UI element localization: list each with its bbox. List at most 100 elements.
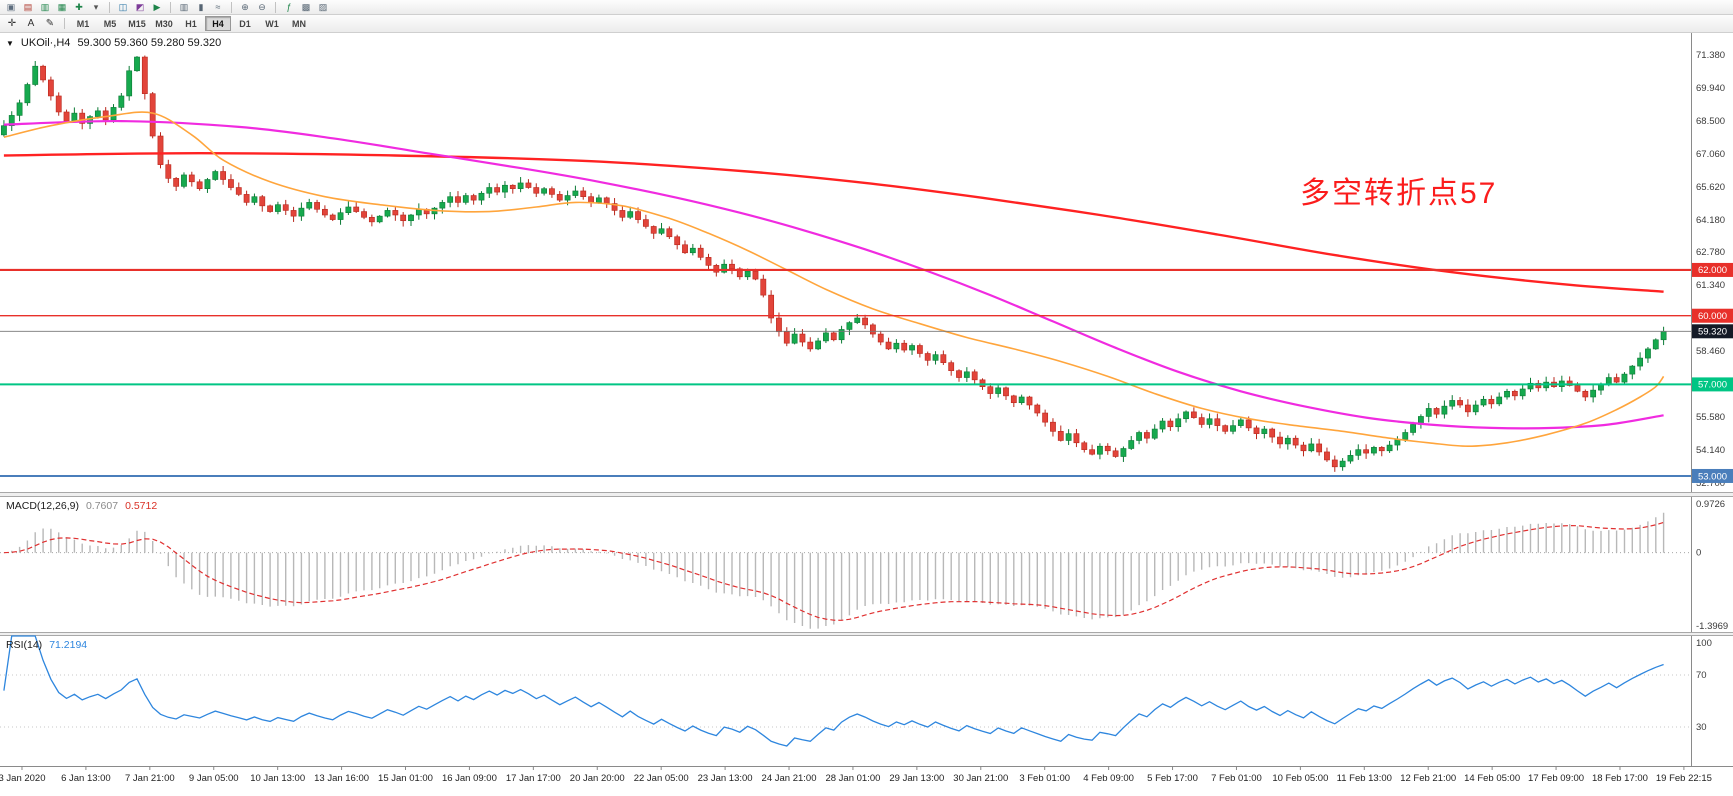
svg-text:4 Feb 09:00: 4 Feb 09:00	[1083, 773, 1134, 784]
svg-text:17 Jan 17:00: 17 Jan 17:00	[506, 773, 561, 784]
pane-separator[interactable]	[0, 492, 1733, 497]
data-window-icon[interactable]: ▥	[37, 1, 53, 14]
timeframe-toolbar: ✛ A ✎ M1 M5 M15 M30 H1 H4 D1 W1 MN	[0, 15, 1733, 33]
macd-name: MACD(12,26,9)	[6, 500, 79, 512]
svg-text:12 Feb 21:00: 12 Feb 21:00	[1400, 773, 1456, 784]
bid-price-badge: 59.320	[1692, 324, 1733, 339]
auto-trading-icon[interactable]: ▶	[149, 1, 165, 14]
rsi-line	[3, 635, 1664, 747]
svg-text:70: 70	[1696, 670, 1707, 681]
candles-layer	[1, 55, 1667, 472]
indicators-icon[interactable]: ƒ	[281, 1, 297, 14]
price-badge-53.000: 53.000	[1692, 468, 1733, 483]
svg-text:3 Feb 01:00: 3 Feb 01:00	[1019, 773, 1070, 784]
zoom-out-icon[interactable]: ⊖	[254, 1, 270, 14]
timeframe-m15-button[interactable]: M15	[124, 16, 150, 31]
timeframe-h1-button[interactable]: H1	[178, 16, 204, 31]
svg-text:7 Feb 01:00: 7 Feb 01:00	[1211, 773, 1262, 784]
timeframe-m30-button[interactable]: M30	[151, 16, 177, 31]
chart-annotation-text: 多空转折点57	[1300, 177, 1498, 210]
svg-text:52.700: 52.700	[1696, 478, 1725, 489]
timeframe-mn-button[interactable]: MN	[286, 16, 312, 31]
svg-text:-1.3969: -1.3969	[1696, 621, 1728, 632]
toolbar-separator	[109, 1, 110, 13]
svg-text:23 Jan 13:00: 23 Jan 13:00	[698, 773, 753, 784]
macd-histogram	[11, 512, 1665, 629]
svg-text:68.500: 68.500	[1696, 116, 1725, 127]
toolbar-separator	[170, 1, 171, 13]
svg-text:0: 0	[1696, 548, 1701, 559]
templates-icon[interactable]: ▨	[315, 1, 331, 14]
svg-text:6 Jan 13:00: 6 Jan 13:00	[61, 773, 111, 784]
navigator-icon[interactable]: ▦	[54, 1, 70, 14]
macd-signal-value: 0.5712	[125, 500, 158, 512]
rsi-indicator-label: RSI(14) 71.2194	[6, 639, 87, 651]
ma-fast-orange	[3, 111, 1665, 448]
svg-text:5 Feb 17:00: 5 Feb 17:00	[1147, 773, 1198, 784]
svg-text:22 Jan 05:00: 22 Jan 05:00	[634, 773, 689, 784]
price-badge-62.000: 62.000	[1692, 262, 1733, 277]
ohlc-quote-label: 59.300 59.360 59.280 59.320	[77, 37, 222, 49]
svg-text:29 Jan 13:00: 29 Jan 13:00	[889, 773, 944, 784]
svg-text:71.380: 71.380	[1696, 50, 1725, 61]
rsi-value: 71.2194	[49, 639, 88, 651]
svg-text:15 Jan 01:00: 15 Jan 01:00	[378, 773, 433, 784]
time-axis[interactable]: 3 Jan 2020 6 Jan 13:00 7 Jan 21:00 9 Jan 05…	[0, 766, 1712, 784]
expert-advisors-icon[interactable]: ◩	[132, 1, 148, 14]
svg-text:3 Jan 2020: 3 Jan 2020	[0, 773, 45, 784]
timeframe-m1-button[interactable]: M1	[70, 16, 96, 31]
svg-text:9 Jan 05:00: 9 Jan 05:00	[189, 773, 239, 784]
new-order-icon[interactable]: ◫	[115, 1, 131, 14]
svg-text:59.320: 59.320	[1698, 327, 1727, 338]
svg-text:13 Jan 16:00: 13 Jan 16:00	[314, 773, 369, 784]
svg-text:67.060: 67.060	[1696, 149, 1725, 160]
svg-text:17 Feb 09:00: 17 Feb 09:00	[1528, 773, 1584, 784]
toolbar-separator	[275, 1, 276, 13]
market-watch-icon[interactable]: ▤	[20, 1, 36, 14]
svg-text:62.780: 62.780	[1696, 247, 1725, 258]
svg-text:58.460: 58.460	[1696, 346, 1725, 357]
macd-main-value: 0.7607	[85, 500, 119, 512]
one-click-trading-toggle[interactable]: ▼	[6, 38, 14, 48]
pane-separator[interactable]	[0, 632, 1733, 636]
timeframe-m5-button[interactable]: M5	[97, 16, 123, 31]
svg-text:19 Feb 22:15: 19 Feb 22:15	[1656, 773, 1712, 784]
macd-indicator-label: MACD(12,26,9) 0.7607 0.5712	[6, 500, 157, 512]
svg-text:69.940: 69.940	[1696, 83, 1725, 94]
new-chart-icon[interactable]: ✚	[71, 1, 87, 14]
periods-icon[interactable]: ▩	[298, 1, 314, 14]
svg-text:11 Feb 13:00: 11 Feb 13:00	[1337, 773, 1392, 784]
text-annotation-button[interactable]: A	[22, 16, 40, 31]
profiles-arrow-icon[interactable]: ▾	[88, 1, 104, 14]
main-toolbar: ▣ ▤ ▥ ▦ ✚ ▾ ◫ ◩ ▶ ▥ ▮ ≈ ⊕ ⊖ ƒ ▩ ▨	[0, 0, 1733, 15]
price-badge-60.000: 60.000	[1692, 308, 1733, 323]
timeframe-d1-button[interactable]: D1	[232, 16, 258, 31]
cursor-tool-button[interactable]: ✛	[3, 16, 21, 31]
svg-text:61.340: 61.340	[1696, 280, 1725, 291]
svg-text:65.620: 65.620	[1696, 182, 1725, 193]
line-mode-icon[interactable]: ≈	[210, 1, 226, 14]
draw-tool-button[interactable]: ✎	[41, 16, 59, 31]
svg-text:24 Jan 21:00: 24 Jan 21:00	[762, 773, 817, 784]
svg-text:30 Jan 21:00: 30 Jan 21:00	[953, 773, 1008, 784]
candles-mode-icon[interactable]: ▮	[193, 1, 209, 14]
price-badge-57.000: 57.000	[1692, 377, 1733, 392]
zoom-in-icon[interactable]: ⊕	[237, 1, 253, 14]
macd-signal-line	[3, 521, 1664, 621]
svg-text:100: 100	[1696, 638, 1712, 649]
svg-text:64.180: 64.180	[1696, 215, 1725, 226]
bars-mode-icon[interactable]: ▥	[176, 1, 192, 14]
timeframe-h4-button[interactable]: H4	[205, 16, 231, 31]
svg-text:28 Jan 01:00: 28 Jan 01:00	[825, 773, 880, 784]
svg-text:7 Jan 21:00: 7 Jan 21:00	[125, 773, 175, 784]
rsi-axis-labels: 100 70 30	[1696, 638, 1712, 733]
tile-windows-icon[interactable]: ▣	[3, 1, 19, 14]
symbol-period-label: UKOil·,H4	[20, 37, 71, 49]
timeframe-w1-button[interactable]: W1	[259, 16, 285, 31]
svg-text:14 Feb 05:00: 14 Feb 05:00	[1464, 773, 1520, 784]
svg-text:62.000: 62.000	[1698, 265, 1727, 276]
svg-text:0.9726: 0.9726	[1696, 499, 1725, 510]
rsi-name: RSI(14)	[6, 639, 43, 651]
